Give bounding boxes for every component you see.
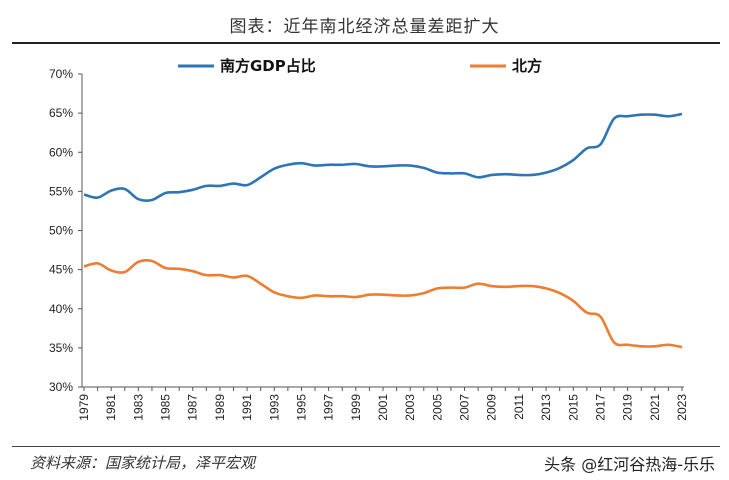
source-note: 资料来源：国家统计局，泽平宏观 <box>30 454 256 472</box>
y-tick-label: 40% <box>49 302 73 316</box>
title-rule <box>12 42 720 44</box>
x-tick-label: 1981 <box>104 394 118 421</box>
y-tick-label: 35% <box>49 341 73 355</box>
x-tick-label: 2019 <box>621 394 635 421</box>
x-tick-label: 2023 <box>675 394 689 421</box>
x-tick-label: 2013 <box>539 394 553 421</box>
y-tick-label: 65% <box>49 106 73 120</box>
y-tick-label: 60% <box>49 145 73 159</box>
x-tick-label: 2021 <box>648 394 662 421</box>
x-tick-label: 1999 <box>349 394 363 421</box>
y-tick-label: 45% <box>49 263 73 277</box>
legend-label: 南方GDP占比 <box>220 57 316 75</box>
x-tick-label: 1993 <box>267 394 281 421</box>
source-rule <box>12 446 720 447</box>
x-tick-label: 1987 <box>186 394 200 421</box>
x-tick-label: 1997 <box>322 394 336 421</box>
x-tick-label: 2017 <box>593 394 607 421</box>
y-tick-label: 50% <box>49 224 73 238</box>
chart-legend: 南方GDP占比 北方 <box>178 57 542 75</box>
chart-axes: 30% 35% 40% 45% 50% 55% 60% 65% 70% 1979 1981 1983 1… <box>49 67 689 421</box>
y-tick-label: 30% <box>49 380 73 394</box>
series-line-south <box>83 112 683 202</box>
watermark: 头条 @红河谷热海-乐乐 <box>544 455 715 474</box>
x-tick-label: 2003 <box>403 394 417 421</box>
series-line-north <box>83 259 683 349</box>
x-tick-label: 1979 <box>77 394 91 421</box>
x-tick-label: 2005 <box>430 394 444 421</box>
x-tick-label: 2001 <box>376 394 390 421</box>
x-tick-label: 1983 <box>131 394 145 421</box>
x-tick-label: 2009 <box>485 394 499 421</box>
y-tick-label: 70% <box>49 67 73 81</box>
x-tick-label: 2015 <box>566 394 580 421</box>
x-tick-label: 1985 <box>159 394 173 421</box>
x-tick-label: 1991 <box>240 394 254 421</box>
page-title: 图表：近年南北经济总量差距扩大 <box>229 17 500 37</box>
x-tick-label: 2007 <box>458 394 472 421</box>
x-tick-label: 2011 <box>512 394 526 420</box>
x-tick-label: 1995 <box>294 394 308 421</box>
legend-label: 北方 <box>512 57 542 75</box>
y-tick-label: 55% <box>49 184 73 198</box>
x-tick-label: 1989 <box>213 394 227 421</box>
chart-lines <box>83 112 683 349</box>
